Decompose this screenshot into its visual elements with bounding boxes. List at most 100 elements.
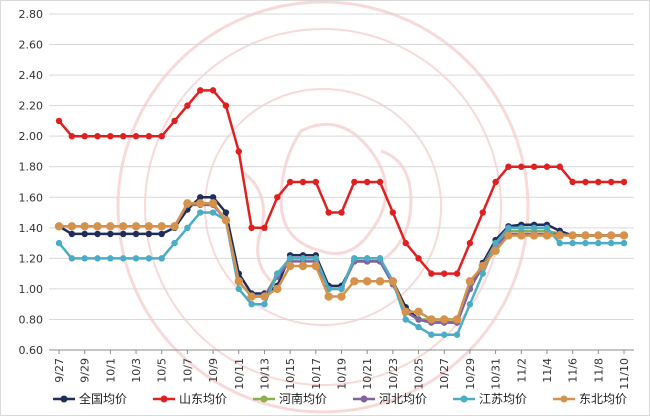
data-point (620, 239, 628, 247)
data-point (145, 255, 153, 262)
y-tick-label: 0.80 (19, 313, 44, 326)
data-point (81, 132, 88, 140)
data-point (504, 231, 513, 240)
data-point (209, 209, 217, 216)
data-point (107, 230, 114, 238)
data-point (274, 270, 281, 277)
data-point (441, 331, 448, 338)
data-point (428, 270, 435, 277)
data-point (351, 255, 358, 262)
x-tick-label: 10/19 (336, 358, 349, 390)
x-tick-label: 11/8 (592, 358, 605, 383)
data-point (81, 255, 88, 262)
data-point (68, 230, 76, 238)
y-tick-label: 1.80 (19, 161, 44, 174)
y-tick-label: 1.40 (19, 222, 44, 235)
data-point (93, 222, 102, 231)
data-point (132, 132, 140, 140)
data-point (55, 117, 63, 125)
data-point (338, 285, 345, 293)
data-point (606, 231, 616, 240)
x-tick-label: 10/21 (361, 358, 374, 390)
y-tick-label: 1.00 (19, 283, 44, 296)
data-point (350, 277, 359, 286)
x-tick-label: 9/27 (53, 358, 66, 383)
y-tick-label: 2.80 (19, 8, 44, 21)
data-point (298, 261, 308, 271)
data-point (491, 246, 500, 255)
legend-item: 东北均价 (553, 392, 627, 406)
legend-label: 东北均价 (579, 392, 627, 406)
data-point (415, 323, 422, 331)
data-point (376, 178, 384, 186)
data-point (569, 178, 576, 186)
data-point (222, 102, 230, 109)
data-point (402, 316, 409, 323)
x-tick-label: 10/11 (233, 358, 246, 390)
data-point (197, 209, 204, 216)
data-point (620, 178, 628, 186)
legend-marker (160, 395, 168, 403)
x-tick-label: 11/4 (541, 358, 554, 383)
legend-marker (260, 395, 268, 403)
data-point (55, 239, 63, 247)
series-6 (54, 199, 629, 324)
data-point (54, 222, 64, 231)
data-point (107, 132, 114, 140)
data-point (222, 209, 230, 216)
data-point (248, 224, 255, 232)
legend-item: 江苏均价 (453, 392, 527, 406)
data-point (530, 163, 538, 170)
data-point (132, 230, 140, 238)
data-point (505, 224, 512, 232)
data-point (555, 231, 564, 240)
data-point (542, 231, 552, 240)
data-point (428, 331, 435, 338)
y-tick-label: 2.20 (19, 100, 44, 113)
legend-marker (560, 395, 568, 403)
legend-label: 山东均价 (179, 392, 227, 406)
data-point (401, 307, 410, 317)
data-point (595, 178, 602, 186)
legend-label: 全国均价 (79, 391, 127, 406)
data-point (568, 231, 577, 240)
data-point (543, 224, 551, 232)
x-tick-label: 10/3 (130, 358, 143, 383)
data-point (158, 255, 165, 262)
legend-marker (60, 395, 68, 403)
data-point (595, 239, 602, 247)
data-point (530, 224, 538, 232)
data-point (299, 178, 307, 186)
data-point (569, 239, 576, 247)
data-point (170, 222, 179, 231)
data-point (209, 194, 217, 201)
legend-label: 河北均价 (379, 392, 427, 406)
x-tick-label: 10/23 (387, 358, 400, 390)
data-point (80, 222, 89, 231)
data-point (363, 178, 371, 186)
legend-marker (360, 395, 368, 403)
x-tick-label: 10/25 (413, 358, 426, 390)
x-tick-label: 10/15 (284, 358, 297, 390)
watermark-seal (116, 0, 530, 414)
y-tick-label: 1.20 (19, 252, 44, 265)
series-2 (55, 87, 628, 277)
data-point (120, 255, 127, 262)
legend: 全国均价 山东均价 河南均价 河北均价 江苏均价 东北均价 (53, 391, 627, 406)
data-point (94, 255, 101, 262)
data-point (311, 261, 321, 271)
x-tick-label: 9/29 (79, 358, 92, 383)
data-point (582, 239, 589, 247)
data-point (337, 292, 346, 301)
data-point (375, 277, 385, 286)
data-point (209, 87, 217, 94)
x-tick-label: 11/10 (618, 358, 631, 390)
data-point (107, 255, 114, 262)
data-point (68, 255, 76, 262)
data-point (478, 261, 487, 271)
data-point (441, 270, 448, 277)
legend-label: 江苏均价 (479, 392, 527, 406)
data-point (312, 255, 320, 262)
data-point (440, 315, 449, 324)
data-point (274, 194, 281, 201)
